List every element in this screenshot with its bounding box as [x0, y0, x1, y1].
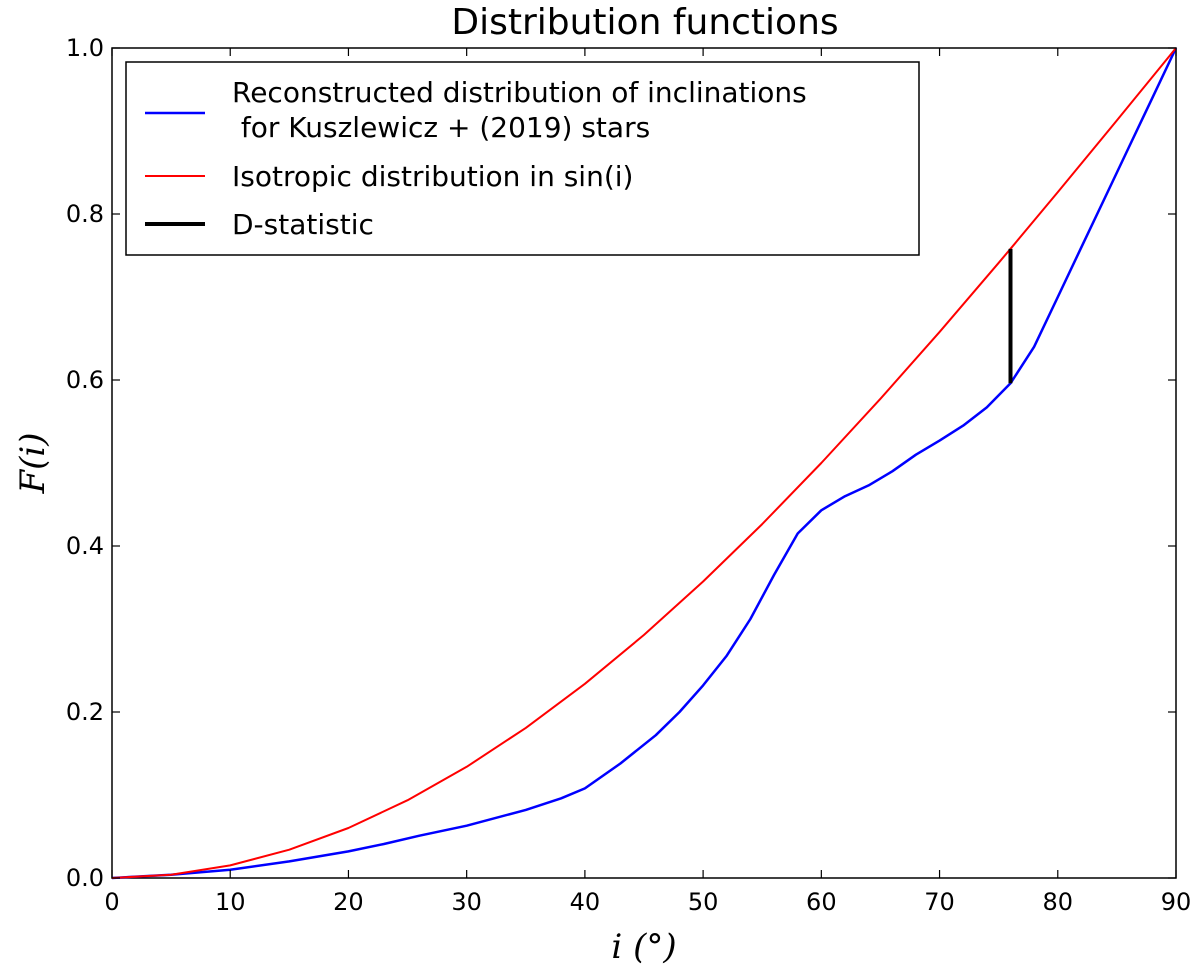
x-tick-label: 40: [570, 888, 601, 916]
legend-label-reconstructed-line2: for Kuszlewicz + (2019) stars: [232, 111, 650, 144]
x-tick-label: 30: [451, 888, 482, 916]
x-tick-label: 90: [1161, 888, 1192, 916]
y-tick-label: 0.0: [66, 864, 104, 892]
y-axis-label: F(i): [13, 433, 53, 495]
legend-label-reconstructed-line1: Reconstructed distribution of inclinatio…: [232, 76, 807, 109]
chart-title: Distribution functions: [451, 2, 838, 43]
x-tick-label: 80: [1043, 888, 1074, 916]
legend-label-reconstructed: Reconstructed distribution of inclinatio…: [232, 76, 816, 144]
x-tick-label: 70: [924, 888, 955, 916]
legend: Reconstructed distribution of inclinatio…: [125, 61, 920, 256]
x-tick-label: 20: [333, 888, 364, 916]
x-tick-label: 0: [104, 888, 119, 916]
y-tick-label: 1.0: [66, 34, 104, 62]
x-tick-labels: 0 10 20 30 40 50 60 70 80 90: [104, 888, 1191, 916]
x-tick-label: 10: [215, 888, 246, 916]
series-reconstructed: [111, 47, 1178, 880]
legend-box: [125, 61, 920, 256]
legend-label-d-statistic: D-statistic: [232, 208, 374, 241]
x-tick-label: 60: [806, 888, 837, 916]
y-tick-label: 0.4: [66, 532, 104, 560]
x-axis-label: i (°): [611, 927, 676, 967]
series-layer: [111, 47, 1178, 880]
y-tick-label: 0.2: [66, 698, 104, 726]
legend-label-isotropic: Isotropic distribution in sin(i): [232, 160, 633, 193]
ticks-layer: [111, 47, 1177, 879]
y-tick-label: 0.6: [66, 366, 104, 394]
x-tick-label: 50: [688, 888, 719, 916]
y-tick-label: 0.8: [66, 200, 104, 228]
y-tick-labels: 0.0 0.2 0.4 0.6 0.8 1.0: [66, 34, 104, 892]
